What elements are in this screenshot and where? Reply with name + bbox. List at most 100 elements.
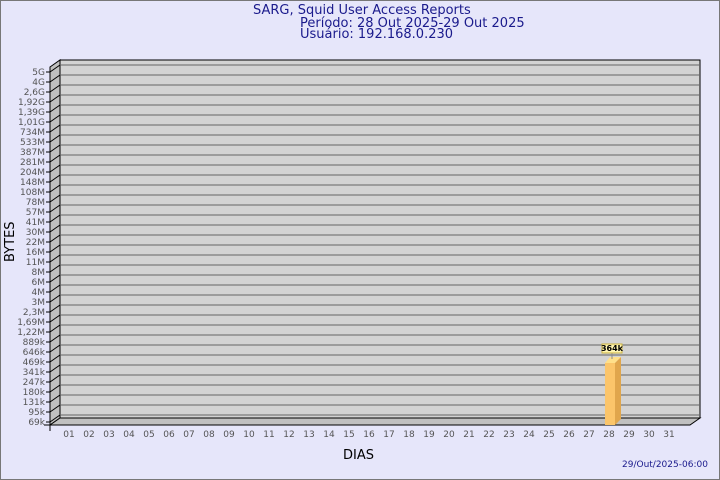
x-tick-label: 18 (403, 430, 415, 440)
y-tick-diagonal (49, 184, 61, 193)
y-tick-label: 1,22M (17, 328, 45, 338)
y-tick-label: 57M (26, 208, 45, 218)
y-tick-label: 387M (20, 148, 45, 158)
y-tick-diagonal (49, 384, 61, 393)
y-tick-diagonal (49, 64, 61, 73)
chart-period: Período: 28 Out 2025-29 Out 2025 (300, 16, 525, 31)
y-tick-label: 16M (26, 248, 45, 258)
y-tick-label: 8M (32, 268, 46, 278)
x-tick-label: 07 (183, 430, 194, 440)
x-tick-label: 22 (483, 430, 494, 440)
plot-floor (48, 417, 702, 426)
y-tick-label: 341k (23, 368, 46, 378)
y-tick-diagonal (49, 304, 61, 313)
y-tick-diagonal (49, 254, 61, 263)
x-tick-label: 15 (343, 430, 354, 440)
y-tick-label: 204M (20, 168, 45, 178)
y-tick-diagonal (49, 104, 61, 113)
x-tick-label: 24 (523, 430, 535, 440)
y-tick-diagonal (49, 204, 61, 213)
y-tick-label: 1,69M (17, 318, 45, 328)
y-tick-label: 6M (32, 278, 46, 288)
y-tick-label: 646k (23, 348, 46, 358)
y-tick-diagonal (49, 154, 61, 163)
x-tick-label: 23 (503, 430, 514, 440)
y-tick-label: 1,01G (18, 118, 45, 128)
y-tick-label: 148M (20, 178, 45, 188)
x-tick-label: 16 (363, 430, 375, 440)
y-tick-diagonal (49, 414, 61, 423)
x-tick-label: 01 (63, 430, 74, 440)
y-tick-diagonal (49, 284, 61, 293)
y-tick-diagonal (49, 174, 61, 183)
y-tick-diagonal (49, 194, 61, 203)
x-tick-label: 20 (443, 430, 455, 440)
y-tick-label: 108M (20, 188, 45, 198)
y-tick-label: 889k (23, 338, 46, 348)
y-tick-diagonal (49, 224, 61, 233)
y-tick-label: 1,39G (18, 108, 45, 118)
x-tick-label: 03 (103, 430, 114, 440)
bar-label-box (601, 343, 623, 354)
y-tick-label: 95k (28, 408, 45, 418)
y-tick-label: 5G (32, 68, 45, 78)
y-tick-diagonal (49, 314, 61, 323)
chart-user: Usuário: 192.168.0.230 (300, 27, 454, 42)
y-tick-diagonal (49, 344, 61, 353)
y-tick-label: 180k (23, 388, 46, 398)
y-tick-label: 734M (20, 128, 45, 138)
x-tick-label: 14 (323, 430, 335, 440)
footer-timestamp: 29/Out/2025-06:00 (622, 460, 708, 470)
y-tick-diagonal (49, 214, 61, 223)
y-tick-label: 30M (26, 228, 45, 238)
y-tick-diagonal (49, 324, 61, 333)
y-tick-diagonal (49, 354, 61, 363)
y-tick-label: 1,92G (18, 98, 45, 108)
x-tick-label: 08 (203, 430, 215, 440)
x-axis-label: DIAS (343, 448, 374, 463)
y-tick-diagonal (49, 394, 61, 403)
x-tick-label: 04 (123, 430, 135, 440)
x-tick-label: 02 (83, 430, 94, 440)
y-tick-label: 4M (32, 288, 46, 298)
y-tick-diagonal (49, 114, 61, 123)
y-tick-diagonal (49, 164, 61, 173)
y-tick-label: 247k (23, 378, 46, 388)
y-tick-label: 469k (23, 358, 46, 368)
y-axis-label: BYTES (3, 221, 18, 262)
y-tick-diagonal (49, 294, 61, 303)
bar-value-label: 364k (601, 344, 624, 353)
y-tick-label: 533M (20, 138, 45, 148)
y-tick-label: 22M (26, 238, 45, 248)
y-tick-diagonal (49, 374, 61, 383)
bar-top (605, 356, 621, 363)
y-tick-diagonal (49, 74, 61, 83)
y-tick-label: 4G (32, 78, 45, 88)
y-tick-diagonal (49, 84, 61, 93)
y-tick-label: 41M (26, 218, 45, 228)
x-tick-label: 31 (663, 430, 674, 440)
y-tick-diagonal (49, 244, 61, 253)
y-tick-label: 11M (26, 258, 45, 268)
x-tick-label: 11 (263, 430, 274, 440)
y-tick-diagonal (49, 94, 61, 103)
plot-left-wall (49, 59, 61, 426)
x-tick-label: 13 (303, 430, 314, 440)
x-tick-label: 06 (163, 430, 175, 440)
x-tick-label: 12 (283, 430, 294, 440)
x-tick-label: 05 (143, 430, 154, 440)
x-tick-label: 29 (623, 430, 635, 440)
y-tick-diagonal (49, 144, 61, 153)
bar-day-28 (605, 362, 615, 425)
plot-back-wall (59, 59, 701, 419)
y-tick-diagonal (49, 264, 61, 273)
x-tick-label: 21 (463, 430, 474, 440)
x-tick-label: 27 (583, 430, 594, 440)
y-tick-label: 78M (26, 198, 45, 208)
y-tick-diagonal (49, 124, 61, 133)
x-tick-label: 17 (383, 430, 394, 440)
y-tick-label: 2,6G (24, 88, 45, 98)
y-tick-diagonal (49, 364, 61, 373)
y-tick-label: 3M (32, 298, 46, 308)
